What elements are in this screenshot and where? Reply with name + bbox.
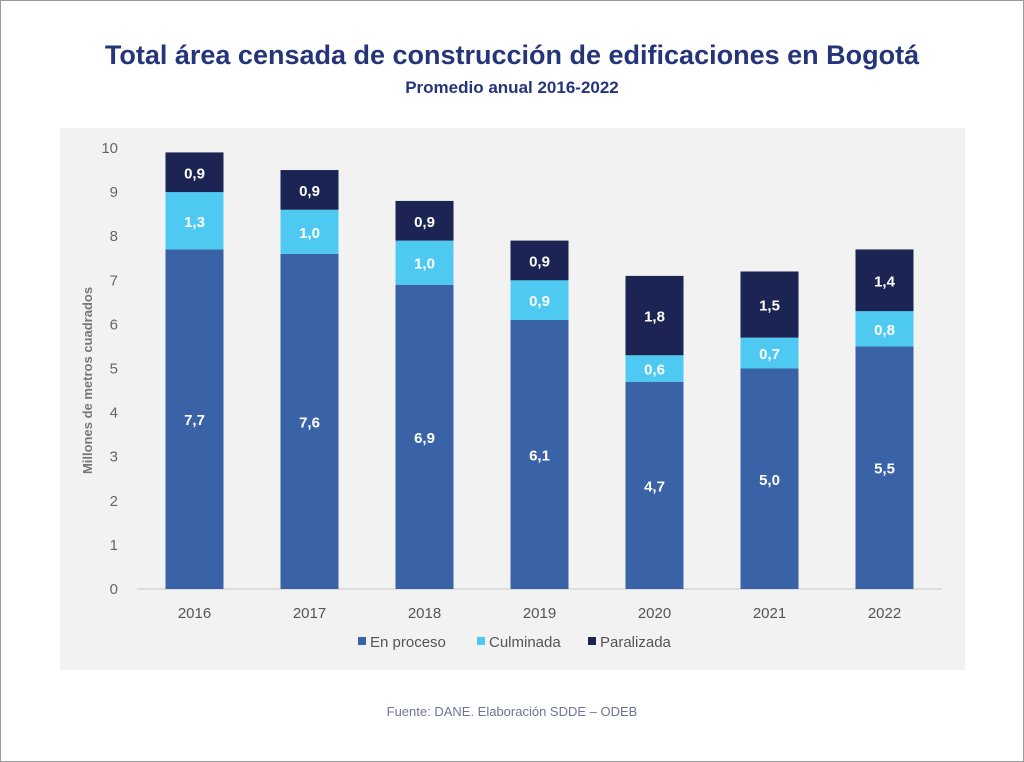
chart-subtitle: Promedio anual 2016-2022 <box>405 78 619 97</box>
x-tick-label: 2018 <box>408 605 441 622</box>
bar-segment-en-proceso <box>395 284 454 589</box>
bar-segment-culminada <box>855 311 914 347</box>
bar-segment-en-proceso <box>510 319 569 589</box>
x-tick-label: 2020 <box>638 605 671 622</box>
y-tick-label: 10 <box>101 140 118 157</box>
data-label: 6,9 <box>414 430 435 447</box>
legend-label: Paralizada <box>600 634 672 651</box>
y-tick-label: 8 <box>110 228 118 245</box>
bar-segment-paralizada <box>280 170 339 210</box>
bar-segment-culminada <box>740 337 799 369</box>
bar-segment-en-proceso <box>625 381 684 589</box>
y-axis-label: Millones de metros cuadrados <box>80 287 95 474</box>
data-label: 0,7 <box>759 346 780 363</box>
x-tick-label: 2022 <box>868 605 901 622</box>
data-label: 0,6 <box>644 362 665 379</box>
data-label: 0,9 <box>529 293 550 310</box>
bar-segment-paralizada <box>625 275 684 356</box>
data-label: 1,5 <box>759 298 780 315</box>
x-tick-label: 2016 <box>178 605 211 622</box>
bar-segment-culminada <box>510 280 569 320</box>
data-label: 5,5 <box>874 461 895 478</box>
data-label: 1,0 <box>299 225 320 242</box>
y-tick-label: 9 <box>110 184 118 201</box>
data-label: 7,7 <box>184 412 205 429</box>
bar-segment-paralizada <box>740 271 799 338</box>
bar-segment-paralizada <box>165 152 224 193</box>
data-label: 6,1 <box>529 447 550 464</box>
bar-segment-paralizada <box>395 200 454 241</box>
y-tick-label: 7 <box>110 272 118 289</box>
y-tick-label: 3 <box>110 449 118 466</box>
y-tick-label: 6 <box>110 316 118 333</box>
data-label: 1,8 <box>644 309 665 326</box>
legend-swatch <box>358 637 366 645</box>
data-label: 0,9 <box>414 214 435 231</box>
bar-segment-en-proceso <box>165 249 224 589</box>
data-label: 7,6 <box>299 414 320 431</box>
bar-segment-culminada <box>625 355 684 382</box>
data-label: 1,4 <box>874 273 896 290</box>
x-tick-label: 2019 <box>523 605 556 622</box>
bar-segment-en-proceso <box>740 368 799 589</box>
x-tick-label: 2021 <box>753 605 786 622</box>
y-tick-label: 5 <box>110 361 118 378</box>
y-tick-label: 4 <box>110 405 118 422</box>
data-label: 0,9 <box>184 165 205 182</box>
bar-segment-culminada <box>165 192 224 250</box>
y-tick-label: 2 <box>110 493 118 510</box>
bar-segment-en-proceso <box>855 346 914 589</box>
data-label: 1,0 <box>414 256 435 273</box>
data-label: 0,9 <box>299 183 320 200</box>
x-tick-label: 2017 <box>293 605 326 622</box>
data-label: 0,9 <box>529 253 550 270</box>
legend-label: Culminada <box>489 634 561 651</box>
bar-segment-en-proceso <box>280 253 339 589</box>
chart-title: Total área censada de construcción de ed… <box>104 40 920 70</box>
bar-segment-culminada <box>280 209 339 254</box>
legend-swatch <box>588 637 596 645</box>
legend-label: En proceso <box>370 634 446 651</box>
bar-segment-paralizada <box>510 240 569 281</box>
y-tick-label: 0 <box>110 581 118 598</box>
data-label: 4,7 <box>644 478 665 495</box>
data-label: 0,8 <box>874 322 895 339</box>
bar-segment-paralizada <box>855 249 914 312</box>
y-tick-label: 1 <box>110 537 118 554</box>
data-label: 1,3 <box>184 214 205 231</box>
source-note: Fuente: DANE. Elaboración SDDE – ODEB <box>386 704 638 719</box>
bar-segment-culminada <box>395 240 454 285</box>
data-label: 5,0 <box>759 472 780 489</box>
legend-swatch <box>477 637 485 645</box>
